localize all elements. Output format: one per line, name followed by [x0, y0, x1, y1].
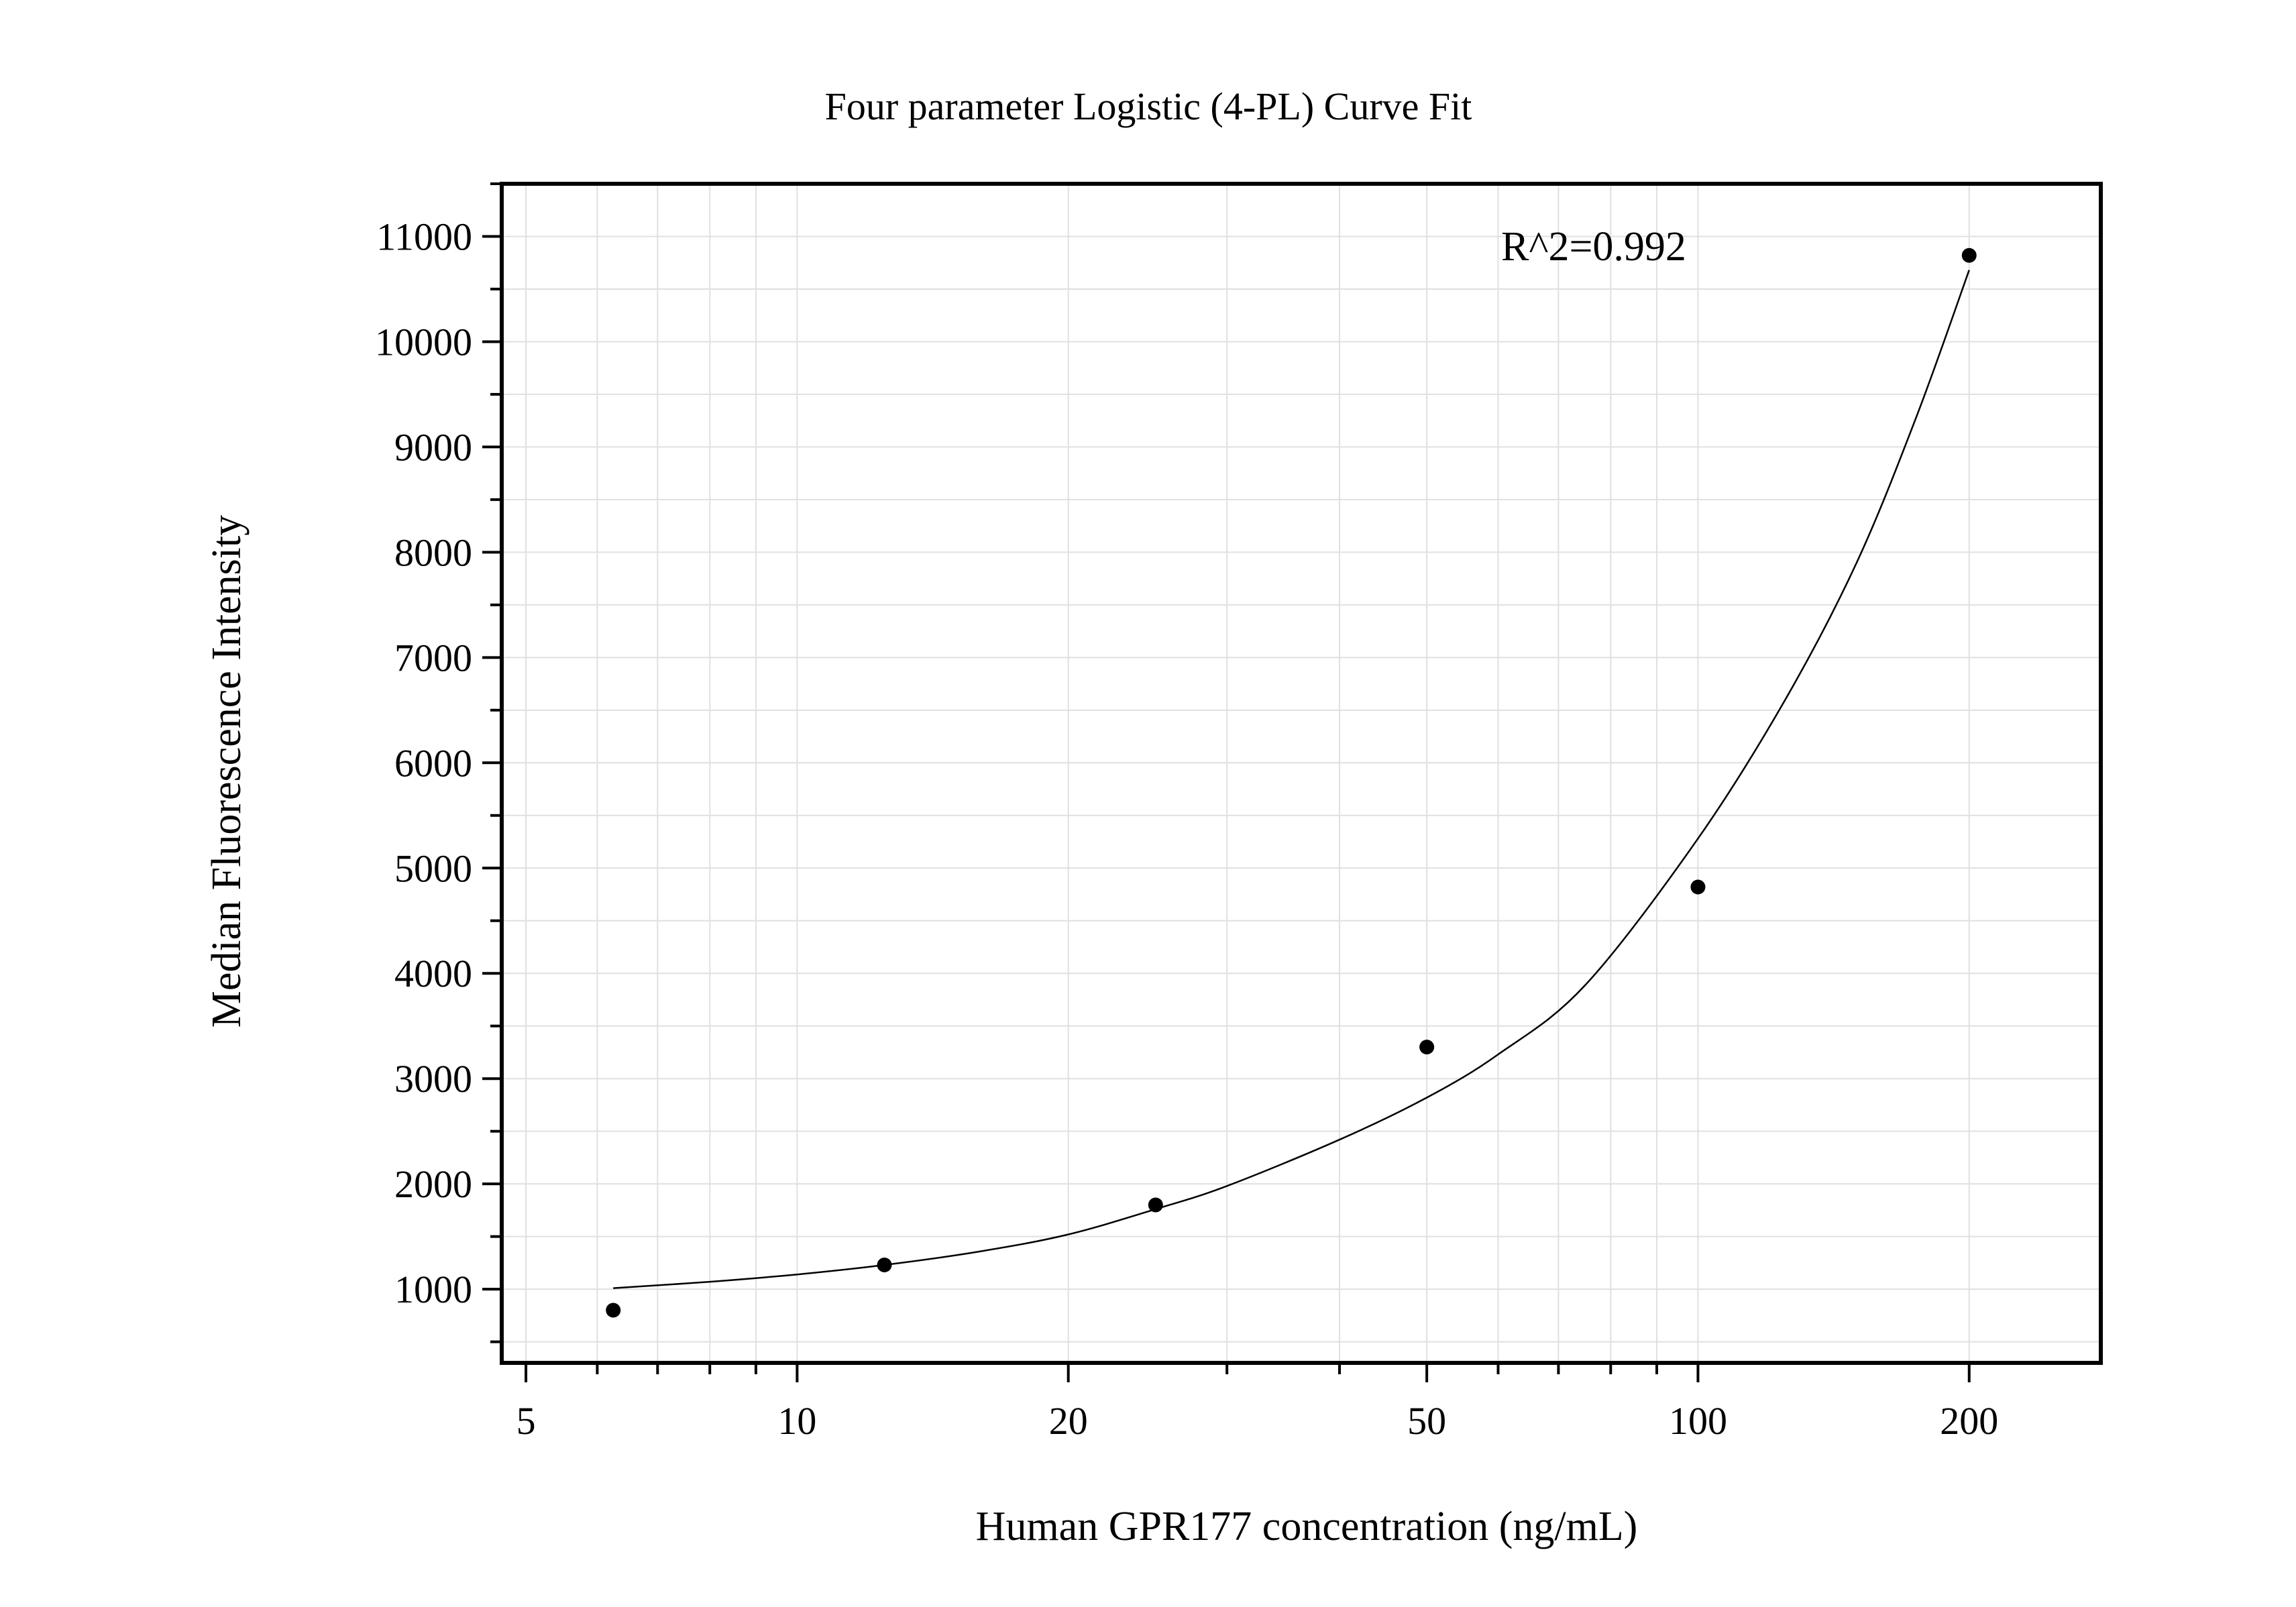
y-tick-label: 3000: [394, 1057, 472, 1101]
chart-title: Four parameter Logistic (4-PL) Curve Fit: [825, 85, 1472, 128]
y-tick-labels: 1000 2000 3000 4000 5000 6000 7000 8000 9000 1000…: [375, 215, 472, 1311]
data-point: [1148, 1197, 1163, 1213]
x-tick-label: 200: [1940, 1399, 1998, 1443]
x-axis-title: Human GPR177 concentration (ng/mL): [976, 1504, 1638, 1549]
data-point: [877, 1258, 892, 1273]
data-point: [1961, 247, 1977, 263]
y-tick-label: 8000: [394, 531, 472, 574]
y-tick-label: 9000: [394, 425, 472, 469]
plot-frame: [500, 182, 2103, 1365]
x-tick-label: 100: [1669, 1399, 1727, 1443]
axis-ticks: [482, 182, 1971, 1382]
y-tick-label: 6000: [394, 741, 472, 785]
x-tick-label: 50: [1407, 1399, 1446, 1443]
x-tick-labels: 5 10 20 50 100 200: [516, 1399, 1999, 1443]
y-tick-label: 10000: [375, 320, 472, 364]
fit-curve: [613, 270, 1970, 1289]
y-tick-label: 2000: [394, 1162, 472, 1206]
y-tick-label: 5000: [394, 846, 472, 890]
x-tick-label: 10: [777, 1399, 816, 1443]
data-point: [1690, 879, 1706, 895]
fit-curve-layer: [613, 270, 1970, 1289]
data-points-layer: [606, 247, 1977, 1318]
data-point: [606, 1303, 621, 1318]
x-tick-label: 20: [1049, 1399, 1088, 1443]
r-squared-annotation: R^2=0.992: [1501, 224, 1686, 270]
grid-lines: [502, 183, 2101, 1363]
y-tick-label: 1000: [394, 1268, 472, 1311]
x-tick-label: 5: [516, 1399, 536, 1443]
y-axis-title: Median Fluorescence Intensity: [204, 515, 250, 1028]
y-tick-label: 7000: [394, 636, 472, 679]
y-tick-label: 4000: [394, 952, 472, 995]
y-tick-label: 11000: [376, 215, 472, 258]
data-point: [1419, 1040, 1435, 1055]
